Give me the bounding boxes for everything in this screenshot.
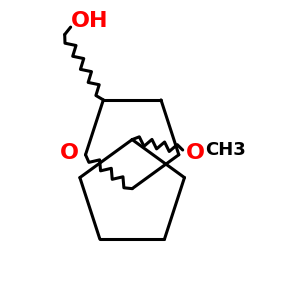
Text: OH: OH	[71, 11, 109, 31]
Text: O: O	[186, 143, 205, 163]
Text: O: O	[60, 143, 79, 163]
Text: CH3: CH3	[205, 141, 246, 159]
